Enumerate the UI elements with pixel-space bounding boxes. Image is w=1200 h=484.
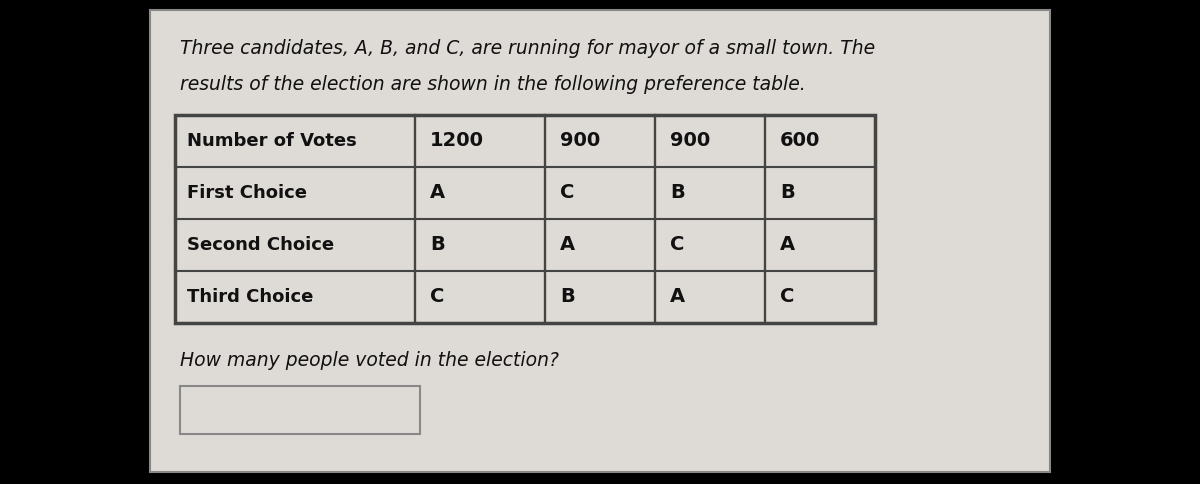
Text: results of the election are shown in the following preference table.: results of the election are shown in the… <box>180 76 805 94</box>
Text: A: A <box>430 183 445 202</box>
Bar <box>180 386 420 434</box>
Text: Third Choice: Third Choice <box>187 288 313 306</box>
Text: B: B <box>780 183 794 202</box>
Text: Second Choice: Second Choice <box>187 236 334 254</box>
Bar <box>175 115 875 323</box>
Text: C: C <box>430 287 444 306</box>
Text: A: A <box>780 236 796 255</box>
Text: B: B <box>430 236 445 255</box>
Text: A: A <box>560 236 575 255</box>
Text: A: A <box>670 287 685 306</box>
Text: C: C <box>780 287 794 306</box>
Text: First Choice: First Choice <box>187 184 307 202</box>
Text: 1200: 1200 <box>430 132 484 151</box>
Text: How many people voted in the election?: How many people voted in the election? <box>180 351 559 370</box>
Text: Number of Votes: Number of Votes <box>187 132 356 150</box>
Text: C: C <box>560 183 575 202</box>
Text: 900: 900 <box>670 132 710 151</box>
Text: B: B <box>670 183 685 202</box>
Text: 900: 900 <box>560 132 600 151</box>
Text: Three candidates, A, B, and C, are running for mayor of a small town. The: Three candidates, A, B, and C, are runni… <box>180 39 875 58</box>
Bar <box>175 115 875 323</box>
Text: B: B <box>560 287 575 306</box>
Text: C: C <box>670 236 684 255</box>
Text: 600: 600 <box>780 132 821 151</box>
Bar <box>150 10 1050 472</box>
